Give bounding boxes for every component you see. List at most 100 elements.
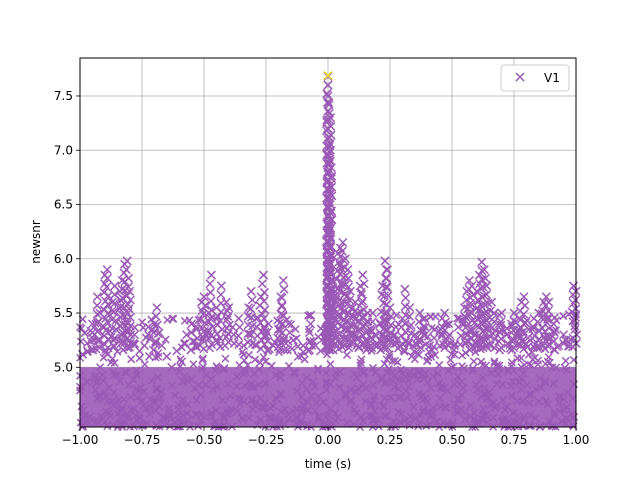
noise-point [175, 367, 184, 376]
noise-point [527, 361, 536, 370]
data-point [323, 282, 333, 292]
data-point [172, 346, 182, 356]
noise-point [183, 376, 192, 386]
data-point [102, 273, 112, 283]
noise-point [239, 370, 248, 379]
noise-point [319, 398, 328, 407]
noise-point [297, 393, 306, 402]
noise-point [227, 405, 236, 414]
noise-point [256, 415, 265, 424]
noise-point [357, 412, 366, 422]
data-point [323, 91, 333, 101]
data-point [257, 279, 267, 289]
noise-point [549, 379, 558, 388]
noise-point [380, 411, 389, 420]
data-point [520, 300, 530, 310]
data-point [195, 315, 206, 325]
noise-point [209, 385, 218, 394]
noise-point [346, 385, 355, 394]
noise-point [377, 375, 386, 384]
data-point [262, 328, 272, 338]
noise-point [267, 361, 276, 370]
data-point [323, 167, 333, 177]
noise-point [302, 385, 311, 394]
noise-point [83, 348, 92, 357]
data-point [570, 295, 581, 305]
noise-point [284, 361, 293, 370]
noise-point [507, 392, 516, 401]
data-point [382, 282, 392, 292]
noise-point [275, 417, 284, 426]
noise-point [385, 350, 394, 359]
noise-point [183, 409, 192, 418]
noise-point [303, 406, 312, 415]
noise-point [537, 383, 546, 392]
noise-point [99, 376, 108, 385]
noise-point [366, 399, 375, 408]
noise-point [336, 367, 345, 376]
noise-point [414, 422, 423, 431]
noise-point [503, 365, 512, 374]
noise-point [400, 347, 409, 356]
noise-point [322, 413, 331, 422]
noise-point [190, 384, 199, 393]
noise-point [107, 397, 116, 406]
data-point [122, 256, 132, 266]
noise-point [494, 370, 503, 379]
data-point [212, 337, 222, 347]
data-point [487, 297, 497, 307]
data-point [396, 331, 406, 341]
data-point [519, 326, 529, 337]
noise-point [479, 404, 488, 413]
noise-point [461, 348, 470, 357]
noise-point [247, 396, 256, 405]
noise-point [347, 396, 356, 405]
data-point [444, 330, 455, 340]
data-point [559, 330, 569, 340]
noise-point [398, 375, 407, 384]
noise-point [211, 406, 221, 415]
data-point [177, 357, 187, 367]
data-point [205, 279, 215, 289]
noise-point [482, 361, 491, 370]
y-tick-label: 7.0 [54, 143, 73, 157]
noise-point [184, 416, 193, 425]
data-point [429, 333, 439, 343]
noise-point [435, 394, 444, 403]
data-point [489, 343, 499, 353]
data-point [416, 325, 426, 335]
data-point [216, 281, 226, 291]
x-tick-label: −0.75 [124, 433, 161, 447]
noise-point [517, 354, 526, 363]
x-tick-label: 0.75 [501, 433, 528, 447]
data-point [278, 310, 288, 320]
y-axis-label: newsnr [29, 220, 43, 264]
noise-point [333, 413, 342, 422]
noise-point [526, 411, 535, 420]
noise-point [83, 377, 92, 386]
data-point [323, 325, 333, 335]
noise-point [459, 383, 468, 392]
noise-point [221, 354, 230, 363]
data-point [325, 252, 335, 262]
noise-point [382, 377, 391, 387]
data-point [260, 305, 270, 315]
noise-point [352, 409, 361, 418]
data-point [258, 270, 269, 280]
data-point [482, 290, 492, 300]
noise-point [129, 404, 139, 413]
data-point [341, 323, 352, 333]
data-point [519, 292, 529, 302]
data-point [259, 322, 269, 332]
noise-point [213, 382, 222, 391]
noise-point [254, 380, 264, 389]
data-point [549, 328, 559, 338]
data-point [117, 284, 127, 294]
noise-point [91, 386, 100, 395]
noise-point [332, 398, 341, 407]
data-point [570, 312, 580, 322]
noise-point [486, 401, 495, 410]
noise-point [341, 391, 350, 401]
noise-point [404, 382, 413, 391]
noise-point [163, 315, 172, 325]
